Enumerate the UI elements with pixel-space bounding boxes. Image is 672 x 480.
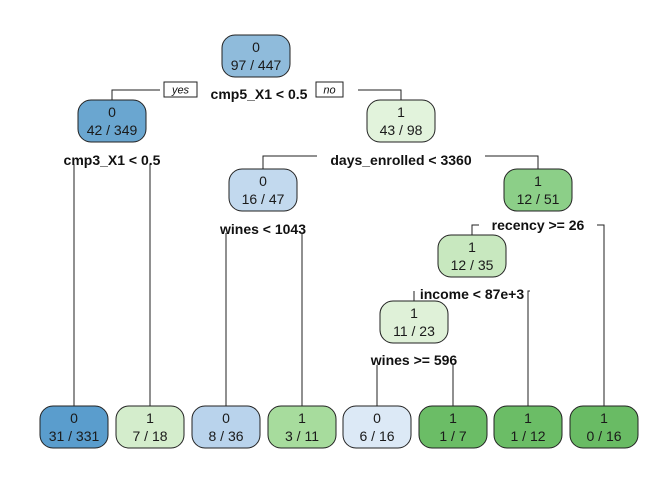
node-class-label: 1 bbox=[146, 410, 154, 426]
node-counts-label: 1 / 12 bbox=[510, 428, 545, 444]
node-counts-label: 6 / 16 bbox=[359, 428, 394, 444]
split-label-n7: recency >= 26 bbox=[492, 217, 585, 233]
no-text: no bbox=[323, 85, 335, 97]
edge-n3-left bbox=[262, 155, 317, 169]
split-node-n28: 1 11 / 23 bbox=[379, 300, 449, 344]
node-box bbox=[77, 99, 147, 143]
node-counts-label: 7 / 18 bbox=[132, 428, 167, 444]
node-box bbox=[39, 405, 109, 449]
node-counts-label: 12 / 51 bbox=[517, 191, 560, 207]
split-label-n6: wines < 1043 bbox=[219, 221, 306, 237]
node-box bbox=[569, 405, 639, 449]
split-node-n14: 1 12 / 35 bbox=[437, 234, 507, 278]
tree-nodes: 0 97 / 447 0 42 / 349 1 43 / 98 0 16 / 47 1 12 / … bbox=[39, 34, 639, 449]
node-class-label: 0 bbox=[259, 173, 267, 189]
split-label-n2: cmp3_X1 < 0.5 bbox=[64, 152, 161, 168]
node-counts-label: 43 / 98 bbox=[380, 122, 423, 138]
node-box bbox=[503, 168, 573, 212]
node-class-label: 1 bbox=[397, 104, 405, 120]
node-counts-label: 16 / 47 bbox=[242, 191, 285, 207]
node-class-label: 1 bbox=[534, 173, 542, 189]
node-box bbox=[418, 405, 488, 449]
node-box bbox=[342, 405, 412, 449]
split-label-n3: days_enrolled < 3360 bbox=[330, 152, 471, 168]
node-box bbox=[228, 168, 298, 212]
node-class-label: 0 bbox=[252, 39, 260, 55]
leaf-node-leaf6: 1 1 / 7 bbox=[418, 405, 488, 449]
node-counts-label: 11 / 23 bbox=[393, 323, 435, 339]
branch-label-no: no bbox=[315, 81, 344, 98]
leaf-node-leaf5: 0 6 / 16 bbox=[342, 405, 412, 449]
node-class-label: 1 bbox=[468, 239, 476, 255]
no-box bbox=[315, 81, 344, 98]
node-class-label: 1 bbox=[410, 305, 418, 321]
edge-n7-right bbox=[597, 224, 605, 406]
split-label-n1: cmp5_X1 < 0.5 bbox=[211, 86, 308, 102]
edge-n1-left bbox=[111, 89, 160, 100]
edge-n7-left bbox=[471, 224, 479, 235]
node-counts-label: 8 / 36 bbox=[208, 428, 243, 444]
tree-edges bbox=[73, 89, 605, 406]
node-box bbox=[379, 300, 449, 344]
node-counts-label: 0 / 16 bbox=[586, 428, 621, 444]
node-box bbox=[267, 405, 337, 449]
leaf-node-leaf7: 1 1 / 12 bbox=[493, 405, 563, 449]
node-counts-label: 12 / 35 bbox=[451, 257, 494, 273]
split-node-n2: 0 42 / 349 bbox=[77, 99, 147, 143]
split-label-n28: wines >= 596 bbox=[370, 352, 458, 368]
node-box bbox=[115, 405, 185, 449]
leaf-node-leaf1: 0 31 / 331 bbox=[39, 405, 109, 449]
node-class-label: 0 bbox=[373, 410, 381, 426]
split-node-n3: 1 43 / 98 bbox=[366, 99, 436, 143]
node-counts-label: 31 / 331 bbox=[49, 428, 100, 444]
yes-box bbox=[163, 81, 198, 98]
node-box bbox=[366, 99, 436, 143]
node-box bbox=[437, 234, 507, 278]
branch-label-yes: yes bbox=[163, 81, 198, 98]
split-node-n6: 0 16 / 47 bbox=[228, 168, 298, 212]
leaf-node-leaf3: 0 8 / 36 bbox=[191, 405, 261, 449]
split-node-n7: 1 12 / 51 bbox=[503, 168, 573, 212]
node-box bbox=[493, 405, 563, 449]
leaf-node-leaf2: 1 7 / 18 bbox=[115, 405, 185, 449]
node-class-label: 1 bbox=[524, 410, 532, 426]
node-class-label: 0 bbox=[222, 410, 230, 426]
node-class-label: 0 bbox=[108, 104, 116, 120]
edge-n1-right bbox=[358, 89, 402, 100]
node-counts-label: 1 / 7 bbox=[439, 428, 466, 444]
node-counts-label: 97 / 447 bbox=[231, 57, 282, 73]
node-class-label: 1 bbox=[298, 410, 306, 426]
edge-n14-right bbox=[527, 290, 530, 406]
node-class-label: 1 bbox=[449, 410, 457, 426]
split-labels: cmp5_X1 < 0.5 cmp3_X1 < 0.5 days_enrolled … bbox=[64, 81, 585, 368]
node-box bbox=[191, 405, 261, 449]
node-class-label: 0 bbox=[70, 410, 78, 426]
node-counts-label: 42 / 349 bbox=[87, 122, 138, 138]
node-counts-label: 3 / 11 bbox=[285, 428, 319, 444]
node-box bbox=[221, 34, 291, 78]
split-node-n1: 0 97 / 447 bbox=[221, 34, 291, 78]
node-class-label: 1 bbox=[600, 410, 608, 426]
leaf-node-leaf8: 1 0 / 16 bbox=[569, 405, 639, 449]
edge-n3-right bbox=[485, 155, 539, 169]
leaf-node-leaf4: 1 3 / 11 bbox=[267, 405, 337, 449]
yes-text: yes bbox=[171, 85, 190, 97]
split-label-n14: income < 87e+3 bbox=[420, 286, 525, 302]
